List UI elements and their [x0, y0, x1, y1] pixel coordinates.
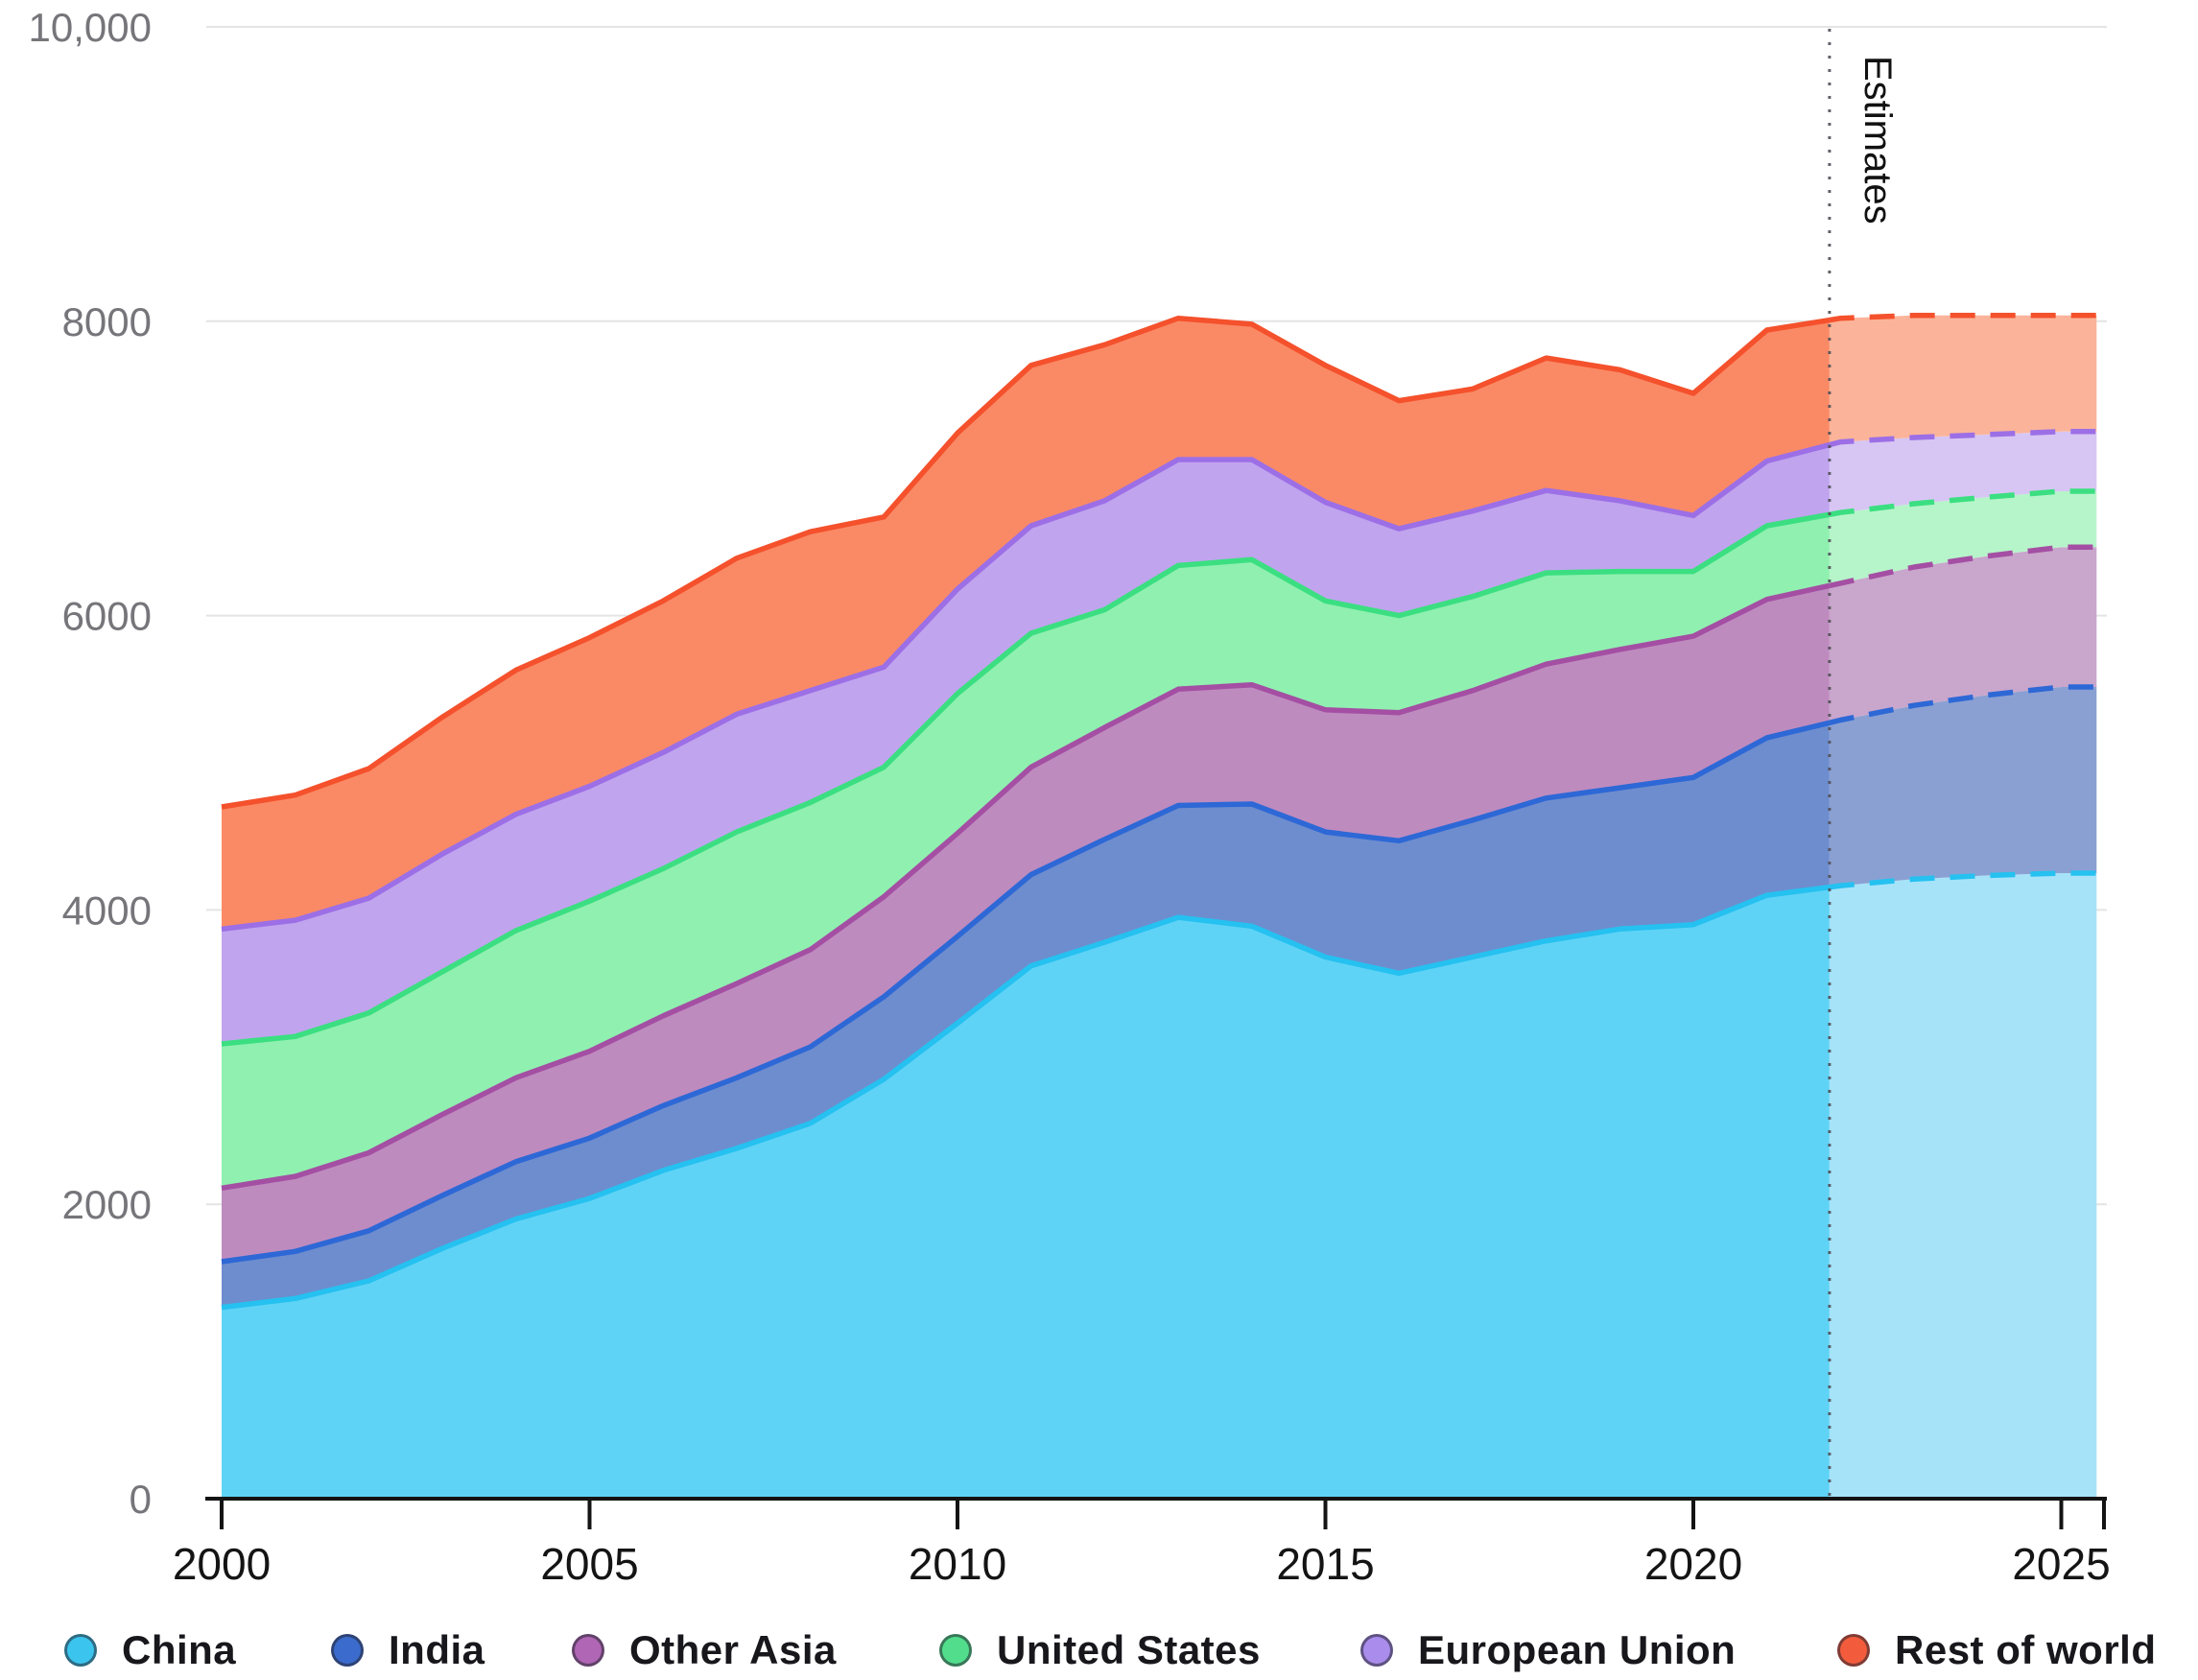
svg-text:2000: 2000 — [62, 1182, 152, 1227]
united-states-series-dot-icon — [939, 1634, 972, 1667]
svg-text:2000: 2000 — [173, 1539, 271, 1589]
svg-text:Estimates: Estimates — [1856, 56, 1899, 225]
rest-of-world-series-dot-icon — [1837, 1634, 1870, 1667]
other-asia-series-dot-icon — [572, 1634, 604, 1667]
legend-item-india: India — [331, 1623, 485, 1677]
chart-legend: China India Other Asia United States Eur… — [0, 1623, 2198, 1677]
svg-text:2005: 2005 — [540, 1539, 638, 1589]
legend-label-rest-of-world: Rest of world — [1895, 1627, 2157, 1672]
legend-item-other-asia: Other Asia — [572, 1623, 837, 1677]
legend-item-rest-of-world: Rest of world — [1837, 1623, 2157, 1677]
legend-label-united-states: United States — [997, 1627, 1261, 1672]
svg-text:2015: 2015 — [1276, 1539, 1374, 1589]
european-union-series-dot-icon — [1360, 1634, 1393, 1667]
legend-label-china: China — [122, 1627, 237, 1672]
svg-text:2010: 2010 — [909, 1539, 1006, 1589]
svg-text:2020: 2020 — [1644, 1539, 1742, 1589]
svg-text:10,000: 10,000 — [29, 5, 152, 50]
india-series-dot-icon — [331, 1634, 364, 1667]
china-series-dot-icon — [64, 1634, 97, 1667]
legend-label-other-asia: Other Asia — [629, 1627, 837, 1672]
svg-text:4000: 4000 — [62, 887, 152, 933]
legend-label-european-union: European Union — [1418, 1627, 1737, 1672]
legend-item-china: China — [64, 1623, 236, 1677]
svg-text:0: 0 — [130, 1477, 152, 1522]
svg-text:2025: 2025 — [2012, 1539, 2110, 1589]
legend-item-european-union: European Union — [1360, 1623, 1736, 1677]
svg-text:6000: 6000 — [62, 594, 152, 639]
legend-item-united-states: United States — [939, 1623, 1261, 1677]
svg-text:8000: 8000 — [62, 299, 152, 344]
legend-label-india: India — [389, 1627, 485, 1672]
